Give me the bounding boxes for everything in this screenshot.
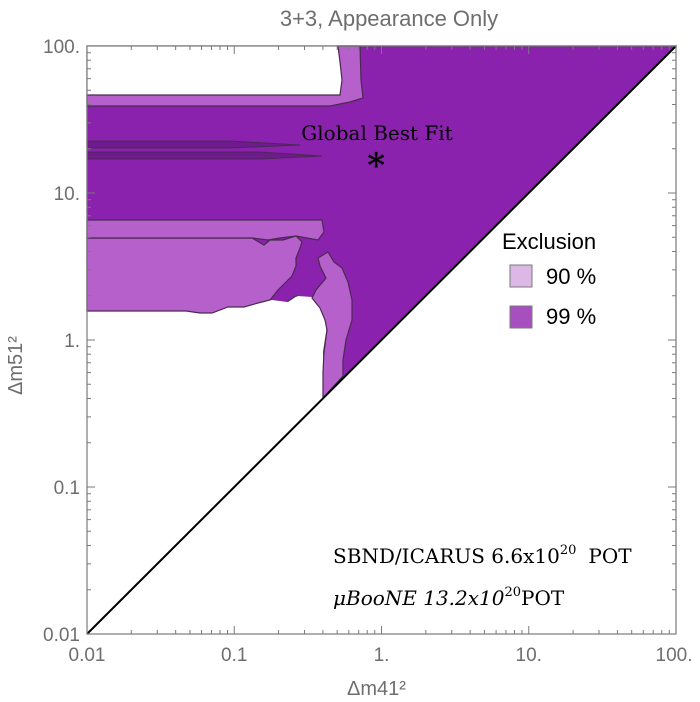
chart-title: 3+3, Appearance Only — [280, 6, 498, 31]
x-tick-label: 10. — [516, 645, 542, 666]
x-tick-label: 100. — [656, 645, 693, 666]
x-axis-label: Δm41² — [347, 678, 406, 700]
legend-label-99: 99 % — [546, 304, 596, 329]
x-tick-labels: 0.01 0.1 1. 10. 100. — [69, 645, 693, 666]
x-tick-label: 0.1 — [221, 645, 247, 666]
experiment-annotation: SBND/ICARUS 6.6x1020 POT μBooNE 13.2x1020… — [333, 543, 632, 610]
best-fit-label: Global Best Fit — [301, 121, 452, 145]
legend: Exclusion 90 % 99 % — [502, 229, 596, 329]
x-tick-label: 1. — [374, 645, 390, 666]
region-90-right — [311, 251, 353, 400]
y-axis-label: Δm51² — [5, 336, 27, 395]
region-white-lower — [87, 296, 326, 396]
best-fit-marker: * — [367, 146, 385, 186]
y-tick-label: 100. — [43, 37, 80, 58]
experiment-line-2: μBooNE 13.2x1020POT — [333, 585, 565, 610]
legend-swatch-90 — [509, 264, 533, 288]
y-tick-label: 0.1 — [54, 478, 80, 499]
y-tick-labels: 0.01 0.1 1. 10. 100. — [43, 37, 80, 646]
y-tick-label: 0.01 — [43, 625, 80, 646]
x-tick-label: 0.01 — [69, 645, 106, 666]
region-90-lower — [86, 235, 303, 314]
y-tick-label: 1. — [64, 331, 80, 352]
legend-label-90: 90 % — [546, 264, 596, 289]
legend-swatch-99 — [509, 305, 533, 329]
region-90-upper — [86, 45, 364, 107]
diagonal-line — [86, 45, 677, 635]
experiment-line-1: SBND/ICARUS 6.6x1020 POT — [333, 543, 632, 568]
axis-ticks — [86, 45, 677, 635]
legend-title: Exclusion — [502, 229, 596, 254]
y-tick-label: 10. — [54, 184, 80, 205]
region-white-top — [87, 46, 350, 100]
region-90-band — [86, 219, 325, 241]
